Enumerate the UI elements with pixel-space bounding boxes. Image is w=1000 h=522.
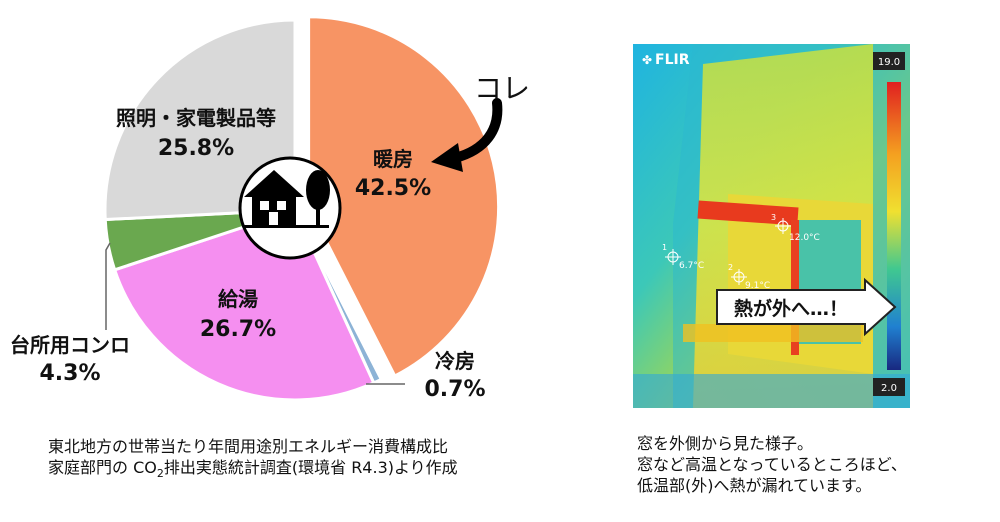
spot-temp: 6.7°C	[679, 261, 704, 271]
pie-slice-2	[112, 208, 376, 402]
spot-temp: 12.0°C	[789, 233, 820, 243]
thermal-image: FLIR ✤ 19.0 2.0 1 6.7°C 2 9.1°C 3 12.0°C…	[633, 44, 910, 408]
annotation-label: コレ	[474, 72, 530, 105]
pie-chart: コレ 暖房 42.5% 冷房 0.7% 給湯 26.7% 台所用コンロ 4.3%…	[10, 15, 530, 402]
source-caption: 東北地方の世帯当たり年間用途別エネルギー消費構成比 家庭部門の CO2排出実態統…	[48, 436, 458, 484]
thermal-caption: 窓を外側から見た様子。 窓など高温となっているところほど、 低温部(外)へ熱が漏…	[637, 433, 907, 496]
callout-text: 熱が外へ…！	[734, 297, 848, 320]
pie-slice-4	[103, 18, 297, 222]
slice-label-hotwater: 給湯	[218, 287, 258, 311]
temperature-scale	[887, 82, 901, 370]
pie-slice-0	[307, 15, 501, 379]
spot-id: 1	[662, 243, 667, 252]
heat-escape-callout: 熱が外へ…！	[716, 277, 897, 337]
house-icon	[238, 156, 342, 260]
flir-logo: FLIR	[655, 52, 690, 68]
slice-label-lighting: 照明・家電製品等	[116, 106, 276, 130]
slice-value-stove: 4.3%	[39, 361, 100, 386]
slice-label-heating: 暖房	[373, 147, 413, 171]
slice-value-cooling: 0.7%	[424, 377, 485, 402]
pie-slices	[103, 15, 501, 402]
caption-line: 東北地方の世帯当たり年間用途別エネルギー消費構成比	[48, 437, 449, 456]
leader-line-stove	[105, 242, 111, 330]
spot-marker	[665, 218, 791, 285]
spot-temp: 9.1°C	[745, 281, 770, 291]
caption-line: 低温部(外)へ熱が漏れています。	[637, 476, 872, 495]
spot-id: 3	[771, 213, 776, 222]
caption-line: 窓など高温となっているところほど、	[637, 455, 907, 474]
slice-label-stove: 台所用コンロ	[10, 333, 130, 357]
slice-value-hotwater: 26.7%	[200, 317, 276, 342]
slice-value-lighting: 25.8%	[158, 136, 234, 161]
flir-icon: ✤	[642, 53, 652, 67]
caption-line: 家庭部門の CO2排出実態統計調査(環境省 R4.3)より作成	[48, 458, 458, 481]
scale-max-label: 19.0	[878, 57, 900, 68]
arrow-icon	[431, 98, 503, 172]
spot-id: 2	[728, 263, 733, 272]
slice-label-cooling: 冷房	[435, 349, 475, 373]
caption-line: 窓を外側から見た様子。	[637, 434, 814, 453]
slice-value-heating: 42.5%	[355, 176, 431, 201]
scale-min-label: 2.0	[881, 383, 897, 394]
